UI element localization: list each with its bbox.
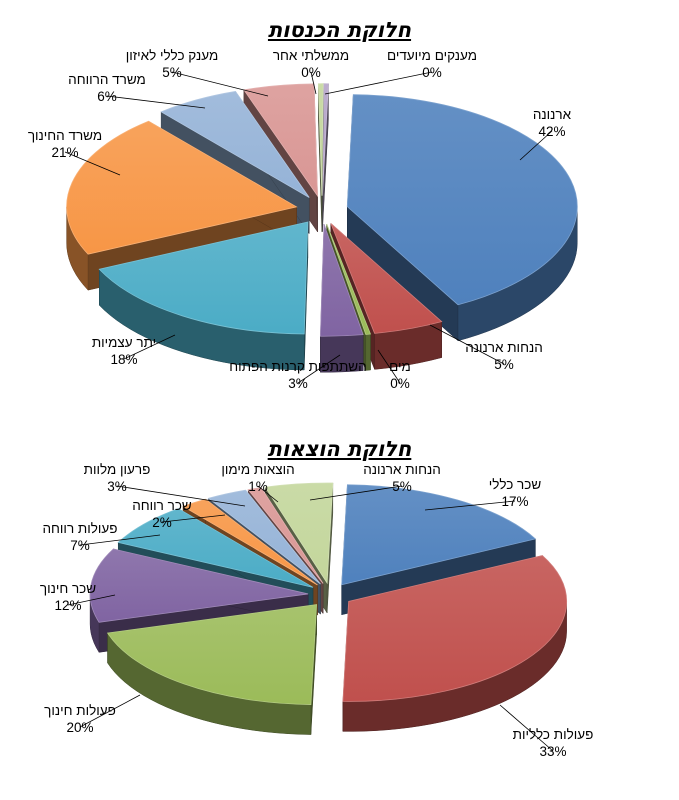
slice-top xyxy=(247,487,324,584)
label-leader-line xyxy=(116,485,246,507)
slice-value-label: 0% xyxy=(301,65,321,80)
slice-name-label: פעולות רווחה xyxy=(42,521,117,536)
pie-slice xyxy=(106,604,318,735)
pie-slice xyxy=(346,94,578,342)
slice-top xyxy=(341,484,537,586)
slice-top xyxy=(346,94,578,306)
pie-slices xyxy=(66,83,578,373)
label-leader-line xyxy=(424,500,516,511)
slice-value-label: 20% xyxy=(66,720,93,735)
slice-top xyxy=(207,489,321,585)
slice-name-label: מים xyxy=(389,359,411,374)
slice-value-label: 5% xyxy=(494,357,514,372)
slice-value-label: 18% xyxy=(110,352,137,367)
slice-value-label: 5% xyxy=(162,65,182,80)
slice-name-label: משרד החינוך xyxy=(28,128,102,143)
label-leader-line xyxy=(519,130,553,161)
slice-name-label: פרעון מלוות xyxy=(84,462,151,477)
slice-value-label: 33% xyxy=(539,744,566,759)
pie-slice xyxy=(322,83,329,232)
pie-slice xyxy=(342,555,567,732)
pie-slice xyxy=(319,224,364,373)
slice-top xyxy=(106,604,318,705)
label-leader-line xyxy=(64,151,121,176)
pie-slices xyxy=(89,482,567,735)
label-leader-line xyxy=(171,71,269,97)
label-leader-line xyxy=(297,354,341,384)
slice-name-label: השתתפות קרנות הפתוח xyxy=(229,359,366,374)
slice-value-label: 1% xyxy=(248,479,268,494)
slice-value-label: 17% xyxy=(501,494,528,509)
label-leader-line xyxy=(161,514,226,523)
slice-top xyxy=(182,498,318,586)
slice-name-label: יתר עצמיות xyxy=(92,335,156,350)
label-leader-line xyxy=(377,349,401,384)
slice-name-label: שכר כללי xyxy=(489,477,542,492)
slice-name-label: ארנונה xyxy=(533,107,572,122)
slice-value-label: 5% xyxy=(392,479,412,494)
slice-value-label: 7% xyxy=(70,538,90,553)
slice-top xyxy=(342,555,567,702)
pie-slice xyxy=(317,83,324,232)
label-leader-line xyxy=(79,534,161,546)
slice-top xyxy=(330,223,443,334)
slice-name-label: ממשלתי אחר xyxy=(273,48,349,63)
slice-name-label: מענקים מיועדים xyxy=(387,48,477,63)
pie-labels: ארנונה 42% הנחות ארנונה 5% מים 0% השתתפות קרנו… xyxy=(28,48,572,391)
slice-name-label: פעולות חינוך xyxy=(44,703,116,718)
slice-top xyxy=(117,508,314,588)
label-leader-line xyxy=(79,694,141,728)
slice-value-label: 21% xyxy=(51,145,78,160)
label-leader-line xyxy=(257,485,279,503)
slice-top xyxy=(160,91,310,198)
slice-name-label: פעולות כלליות xyxy=(513,727,594,742)
slice-name-label: הנחות ארנונה xyxy=(363,462,441,477)
slice-name-label: שכר רווחה xyxy=(132,498,192,513)
slice-value-label: 2% xyxy=(152,515,172,530)
label-leader-line xyxy=(106,95,206,109)
slice-top xyxy=(89,548,309,623)
slice-value-label: 0% xyxy=(422,65,442,80)
label-leader-line xyxy=(67,594,116,606)
slice-value-label: 12% xyxy=(54,598,81,613)
slice-top xyxy=(98,221,309,335)
slice-top xyxy=(326,223,372,335)
slice-top xyxy=(66,120,298,255)
expense-pie-chart: שכר כללי 17% פעולות כלליות 33% פעולות חינוך 2… xyxy=(40,462,593,759)
slice-top xyxy=(264,482,334,585)
slice-value-label: 3% xyxy=(288,376,308,391)
slice-top xyxy=(317,83,324,196)
slice-name-label: הוצאות מימון xyxy=(221,462,294,477)
income-chart-title: חלוקת הכנסות xyxy=(267,18,412,42)
label-leader-line xyxy=(499,704,554,752)
slice-name-label: שכר חינוך xyxy=(40,581,96,596)
expense-chart-title: חלוקת הוצאות xyxy=(267,437,412,461)
label-leader-line xyxy=(309,485,403,501)
label-leader-line xyxy=(123,334,176,360)
slice-name-label: הנחות ארנונה xyxy=(465,340,543,355)
label-leader-line xyxy=(324,71,433,95)
income-pie-chart: ארנונה 42% הנחות ארנונה 5% מים 0% השתתפות קרנו… xyxy=(28,48,578,391)
pie-labels: שכר כללי 17% פעולות כלליות 33% פעולות חינוך 2… xyxy=(40,462,593,759)
slice-top xyxy=(319,224,364,337)
slice-value-label: 42% xyxy=(538,124,565,139)
slice-top xyxy=(322,83,329,196)
slice-name-label: מענק כללי לאיזון xyxy=(126,48,218,63)
slice-value-label: 6% xyxy=(97,89,117,104)
slice-name-label: משרד הרווחה xyxy=(68,72,146,87)
slice-value-label: 0% xyxy=(390,376,410,391)
label-leader-line xyxy=(310,71,317,95)
label-leader-line xyxy=(429,324,505,365)
slice-value-label: 3% xyxy=(107,479,127,494)
pie-slice xyxy=(98,221,309,371)
